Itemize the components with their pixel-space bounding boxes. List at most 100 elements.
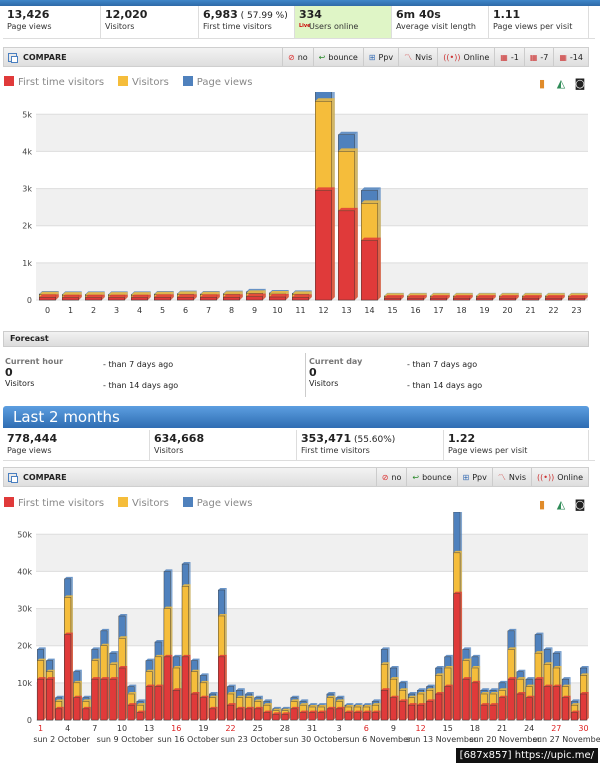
bar-first-time-visitors[interactable] <box>199 697 207 721</box>
bar-first-time-visitors[interactable] <box>227 704 235 721</box>
bar-first-time-visitors[interactable] <box>145 686 153 721</box>
bar-first-time-visitors[interactable] <box>154 686 162 721</box>
legend-item[interactable]: Page views <box>182 497 252 509</box>
bar-first-time-visitors[interactable] <box>131 297 148 301</box>
compare-button-7[interactable]: ▦ -7 <box>523 48 554 66</box>
bar-first-time-visitors[interactable] <box>384 297 401 301</box>
compare-button-bounce[interactable]: ↩ bounce <box>312 48 363 66</box>
bar-first-time-visitors[interactable] <box>430 297 447 301</box>
bar-first-time-visitors[interactable] <box>570 712 578 721</box>
bar-first-time-visitors[interactable] <box>136 712 144 721</box>
legend-item[interactable]: First time visitors <box>4 497 104 509</box>
bar-first-time-visitors[interactable] <box>269 296 286 301</box>
bar-first-time-visitors[interactable] <box>435 693 443 721</box>
legend-item[interactable]: First time visitors <box>4 76 104 88</box>
bar-first-time-visitors[interactable] <box>127 704 135 721</box>
bar-first-time-visitors[interactable] <box>200 297 217 301</box>
bar-first-time-visitors[interactable] <box>480 704 488 721</box>
bar-first-time-visitors[interactable] <box>46 678 54 721</box>
bar-first-time-visitors[interactable] <box>568 297 585 301</box>
bar-first-time-visitors[interactable] <box>190 693 198 721</box>
bar-first-time-visitors[interactable] <box>344 712 352 721</box>
bar-first-time-visitors[interactable] <box>154 297 171 301</box>
bar-first-time-visitors[interactable] <box>522 297 539 301</box>
bar-first-time-visitors[interactable] <box>417 704 425 721</box>
bar-first-time-visitors[interactable] <box>246 296 263 301</box>
bar-first-time-visitors[interactable] <box>317 712 325 721</box>
bar-first-time-visitors[interactable] <box>299 712 307 721</box>
camera-icon[interactable]: ◙ <box>574 77 586 90</box>
compare-button-1[interactable]: ▦ -1 <box>494 48 524 66</box>
bar-first-time-visitors[interactable] <box>525 697 533 721</box>
bar-chart-icon[interactable]: ▮ <box>538 498 546 511</box>
bar-first-time-visitors[interactable] <box>172 690 180 721</box>
compare-button-nvis[interactable]: 〽 Nvis <box>398 48 437 66</box>
bar-first-time-visitors[interactable] <box>552 686 560 721</box>
bar-first-time-visitors[interactable] <box>100 678 108 721</box>
compare-button-no[interactable]: ⊘ no <box>375 468 407 486</box>
bar-first-time-visitors[interactable] <box>236 708 244 721</box>
bar-first-time-visitors[interactable] <box>362 712 370 721</box>
bar-first-time-visitors[interactable] <box>62 297 79 301</box>
compare-button-no[interactable]: ⊘ no <box>281 48 313 66</box>
bar-first-time-visitors[interactable] <box>476 297 493 301</box>
bar-first-time-visitors[interactable] <box>281 714 289 721</box>
compare-button-online[interactable]: ((•)) Online <box>530 468 588 486</box>
bar-first-time-visitors[interactable] <box>543 686 551 721</box>
bar-first-time-visitors[interactable] <box>380 690 388 721</box>
camera-icon[interactable]: ◙ <box>574 498 586 511</box>
bar-first-time-visitors[interactable] <box>55 708 63 721</box>
bar-first-time-visitors[interactable] <box>371 712 379 721</box>
bar-first-time-visitors[interactable] <box>444 686 452 721</box>
bar-first-time-visitors[interactable] <box>561 697 569 721</box>
bar-first-time-visitors[interactable] <box>308 712 316 721</box>
bar-first-time-visitors[interactable] <box>471 682 479 721</box>
compare-button-ppv[interactable]: ⊞ Ppv <box>456 468 492 486</box>
bar-first-time-visitors[interactable] <box>507 678 515 721</box>
bar-first-time-visitors[interactable] <box>580 693 587 721</box>
bar-first-time-visitors[interactable] <box>37 678 44 721</box>
bar-first-time-visitors[interactable] <box>408 704 415 721</box>
bar-first-time-visitors[interactable] <box>335 708 343 721</box>
bar-first-time-visitors[interactable] <box>109 678 117 721</box>
bar-first-time-visitors[interactable] <box>292 297 309 301</box>
bar-first-time-visitors[interactable] <box>462 678 470 721</box>
bar-first-time-visitors[interactable] <box>399 701 406 721</box>
bar-first-time-visitors[interactable] <box>73 697 81 721</box>
compare-button-online[interactable]: ((•)) Online <box>437 48 494 66</box>
compare-button-nvis[interactable]: 〽 Nvis <box>491 468 531 486</box>
bar-first-time-visitors[interactable] <box>361 240 378 301</box>
compare-button-14[interactable]: ▦ -14 <box>553 48 588 66</box>
bar-first-time-visitors[interactable] <box>489 704 497 721</box>
bar-first-time-visitors[interactable] <box>85 297 102 301</box>
bar-first-time-visitors[interactable] <box>82 708 90 721</box>
bar-first-time-visitors[interactable] <box>91 678 99 721</box>
bar-first-time-visitors[interactable] <box>64 634 72 721</box>
compare-button-bounce[interactable]: ↩ bounce <box>406 468 456 486</box>
bar-first-time-visitors[interactable] <box>516 693 524 721</box>
bar-first-time-visitors[interactable] <box>498 697 506 721</box>
compare-button-ppv[interactable]: ⊞ Ppv <box>362 48 398 66</box>
bar-first-time-visitors[interactable] <box>254 708 262 721</box>
bar-first-time-visitors[interactable] <box>453 593 461 721</box>
bar-first-time-visitors[interactable] <box>209 708 216 721</box>
bar-first-time-visitors[interactable] <box>223 297 240 301</box>
bar-first-time-visitors[interactable] <box>353 712 361 721</box>
bar-first-time-visitors[interactable] <box>39 297 56 301</box>
bar-first-time-visitors[interactable] <box>315 190 332 301</box>
bar-first-time-visitors[interactable] <box>163 656 171 721</box>
legend-item[interactable]: Visitors <box>118 497 169 509</box>
bar-first-time-visitors[interactable] <box>272 714 280 721</box>
bar-first-time-visitors[interactable] <box>389 697 397 721</box>
bar-first-time-visitors[interactable] <box>177 297 194 301</box>
bar-first-time-visitors[interactable] <box>181 656 189 721</box>
legend-item[interactable]: Visitors <box>118 76 169 88</box>
bar-first-time-visitors[interactable] <box>118 667 126 721</box>
bar-first-time-visitors[interactable] <box>290 708 298 721</box>
area-chart-icon[interactable]: ◭ <box>556 498 566 511</box>
area-chart-icon[interactable]: ◭ <box>556 77 566 90</box>
bar-first-time-visitors[interactable] <box>108 297 125 301</box>
bar-first-time-visitors[interactable] <box>245 708 253 721</box>
bar-first-time-visitors[interactable] <box>426 701 434 721</box>
legend-item[interactable]: Page views <box>182 76 252 88</box>
